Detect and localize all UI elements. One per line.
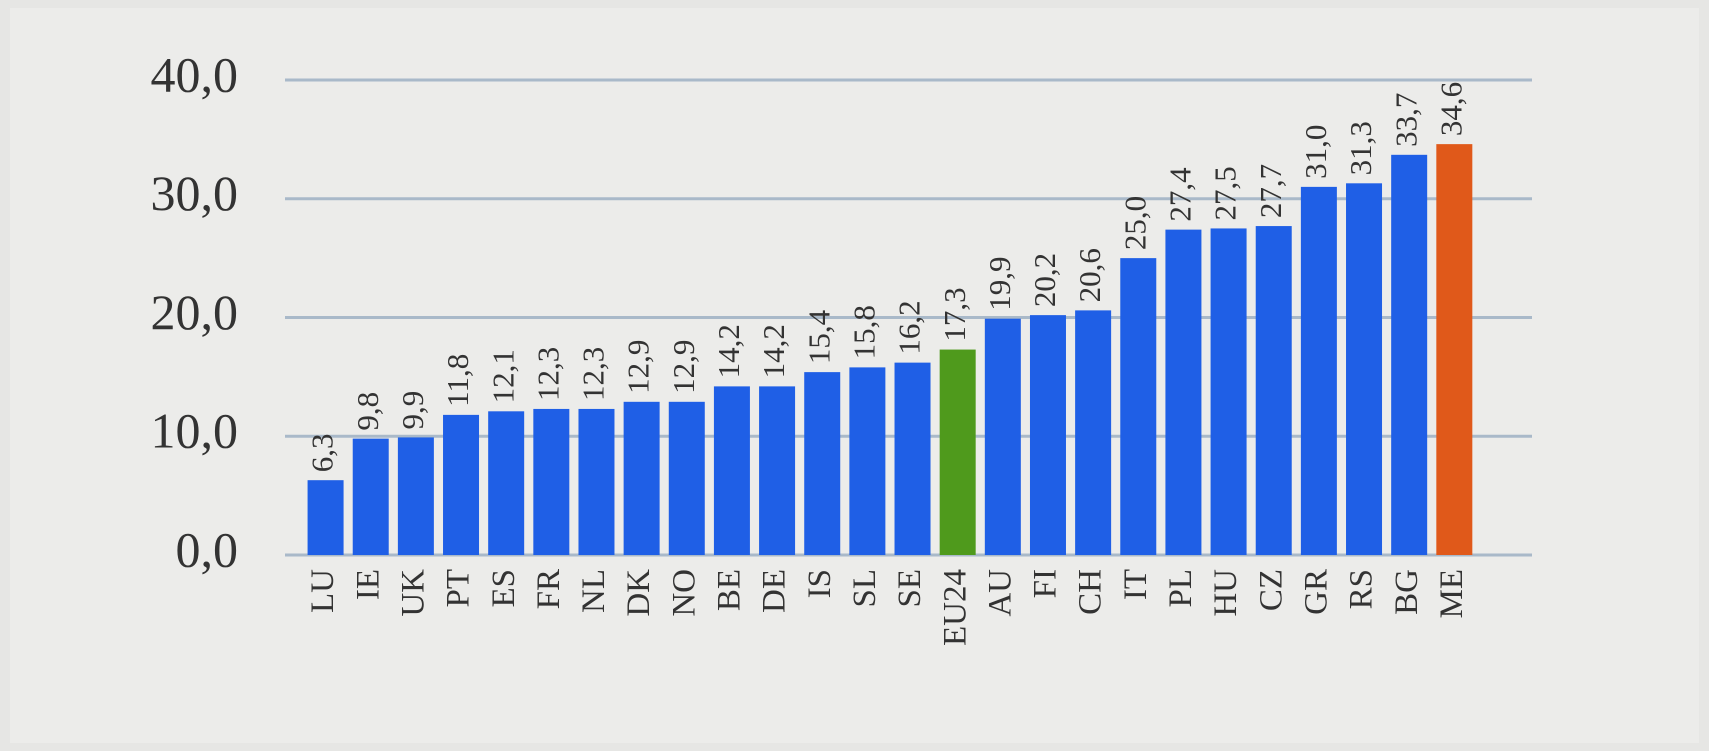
value-label: 20,6 (1072, 248, 1107, 302)
x-tick-label: SL (847, 569, 883, 608)
bar (1300, 186, 1337, 555)
value-label: 14,2 (756, 324, 791, 378)
x-tick-label: IS (802, 569, 838, 598)
bar (488, 411, 525, 555)
x-tick-label: IE (350, 569, 386, 600)
y-tick-label: 20,0 (151, 284, 239, 340)
x-tick-label: NL (576, 569, 612, 613)
bar (397, 437, 434, 555)
x-tick-label: DK (621, 569, 657, 617)
bar (849, 367, 886, 555)
x-tick-label: LU (305, 569, 341, 613)
bar (1436, 144, 1473, 555)
x-tick-label: PT (441, 569, 477, 608)
bar (578, 408, 615, 555)
bar (1346, 183, 1383, 555)
value-label: 27,7 (1253, 164, 1288, 218)
value-label: 25,0 (1117, 196, 1152, 250)
bar (1255, 226, 1292, 555)
x-tick-label: ES (486, 569, 522, 608)
x-tick-label: UK (395, 569, 431, 617)
value-label: 33,7 (1388, 93, 1423, 147)
value-label: 9,8 (350, 392, 385, 431)
x-tick-label: RS (1344, 569, 1380, 609)
x-tick-label: IT (1118, 569, 1154, 600)
bar (533, 408, 570, 555)
value-label: 15,4 (801, 309, 836, 364)
value-label: 11,8 (440, 354, 475, 407)
value-label: 27,5 (1208, 166, 1243, 220)
y-tick-label: 0,0 (176, 521, 239, 577)
bar (894, 362, 931, 555)
x-tick-label: BG (1389, 569, 1425, 615)
value-label: 9,9 (395, 391, 430, 430)
x-tick-label: CH (1073, 569, 1109, 615)
value-label: 19,9 (982, 256, 1017, 310)
bar (668, 401, 705, 555)
value-label: 34,6 (1433, 82, 1468, 136)
value-label: 15,8 (846, 305, 881, 359)
bar (307, 480, 344, 555)
bar (939, 349, 976, 555)
value-label: 12,3 (576, 347, 611, 401)
bar (443, 414, 480, 555)
value-label: 12,1 (485, 349, 520, 403)
value-label: 31,0 (1298, 125, 1333, 179)
value-label: 20,2 (1027, 253, 1062, 307)
x-tick-label: DE (757, 569, 793, 613)
bar (804, 372, 841, 555)
x-tick-label: CZ (1253, 569, 1289, 611)
bar (759, 386, 796, 555)
value-label: 17,3 (937, 287, 972, 341)
bar (352, 438, 389, 555)
x-tick-label: EU24 (937, 569, 973, 646)
x-tick-label: PL (1163, 569, 1199, 608)
x-tick-label: HU (1208, 569, 1244, 617)
bar (984, 318, 1021, 555)
bar (1165, 229, 1202, 555)
value-label: 16,2 (892, 300, 927, 354)
x-tick-label: BE (712, 569, 748, 611)
bar (623, 401, 660, 555)
value-label: 12,3 (530, 347, 565, 401)
x-tick-label: AU (982, 569, 1018, 617)
x-tick-label: GR (1298, 569, 1334, 615)
bar (1120, 258, 1157, 555)
bar (1075, 310, 1112, 555)
y-tick-label: 10,0 (151, 403, 239, 459)
x-tick-label: SE (892, 569, 928, 608)
y-tick-label: 30,0 (151, 165, 239, 221)
y-tick-label: 40,0 (151, 46, 239, 102)
bar (1210, 228, 1247, 555)
value-label: 14,2 (711, 324, 746, 378)
bar (1391, 154, 1428, 555)
bar (1029, 315, 1066, 555)
bar (713, 386, 750, 555)
value-label: 31,3 (1343, 121, 1378, 175)
value-label: 27,4 (1163, 167, 1198, 222)
value-label: 6,3 (305, 433, 340, 472)
value-label: 12,9 (666, 340, 701, 394)
x-tick-label: FR (531, 569, 567, 609)
x-tick-label: ME (1434, 569, 1470, 619)
value-label: 12,9 (621, 340, 656, 394)
x-tick-label: FI (1028, 569, 1064, 598)
x-tick-label: NO (666, 569, 702, 617)
